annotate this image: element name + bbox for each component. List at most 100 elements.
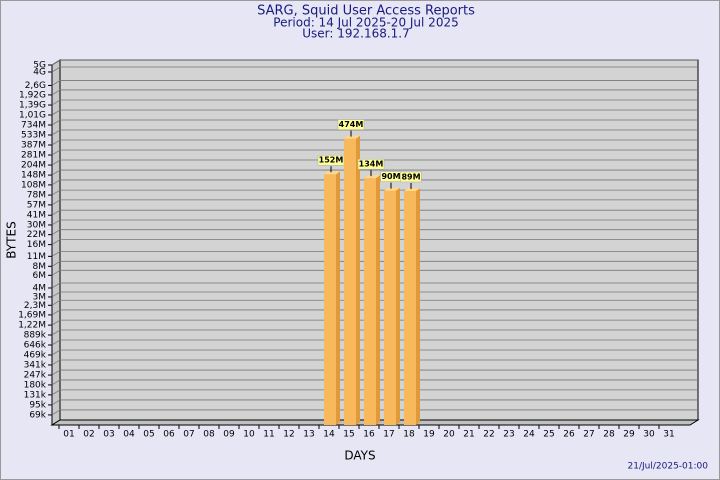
x-tick-label: 28 <box>603 430 615 440</box>
x-tick-label: 19 <box>423 430 435 440</box>
grid-line <box>51 359 698 366</box>
grid-line <box>51 59 698 66</box>
y-tick-label: 30M <box>27 220 46 230</box>
grid-line <box>51 149 698 156</box>
grid-line <box>51 189 698 196</box>
chart-subtitle: User: 192.168.1.7 <box>302 27 410 41</box>
bar <box>344 135 360 425</box>
y-tick-label: 204M <box>21 161 46 171</box>
y-tick-label: 281M <box>21 151 46 161</box>
bar-front <box>404 190 416 425</box>
y-tick-label: 1,22M <box>18 321 46 331</box>
grid-line <box>51 199 698 206</box>
y-tick-label: 533M <box>21 131 46 141</box>
x-tick-label: 05 <box>143 430 154 440</box>
bar <box>364 175 380 425</box>
y-tick-label: 247k <box>24 371 47 381</box>
bar <box>384 187 400 425</box>
grid-line <box>51 309 698 316</box>
grid-line <box>51 89 698 96</box>
y-axis-label: BYTES <box>5 221 19 258</box>
y-tick-label: 22M <box>27 230 46 240</box>
bar-side <box>356 135 360 425</box>
y-tick-label: 341k <box>24 360 47 370</box>
grid-line <box>51 129 698 136</box>
x-tick-label: 03 <box>103 430 114 440</box>
bar-side <box>376 175 380 425</box>
grid-line <box>51 219 698 226</box>
x-tick-label: 13 <box>303 430 314 440</box>
footnote: 21/Jul/2025-01:00 <box>628 462 709 472</box>
value-label: 152M <box>319 156 344 165</box>
y-tick-label: 148M <box>21 171 46 181</box>
x-tick-label: 14 <box>323 430 335 440</box>
grid-line <box>51 339 698 346</box>
x-tick-label: 16 <box>363 430 375 440</box>
y-tick-label: 1,69M <box>18 310 46 320</box>
y-tick-label: 131k <box>24 390 47 400</box>
x-tick-label: 24 <box>523 430 535 440</box>
x-tick-label: 08 <box>203 430 215 440</box>
y-tick-label: 41M <box>27 211 46 221</box>
x-tick-label: 26 <box>563 430 575 440</box>
grid-line <box>51 389 698 396</box>
x-tick-label: 22 <box>483 430 494 440</box>
y-tick-label: 78M <box>27 191 46 201</box>
y-tick-label: 646k <box>24 340 47 350</box>
y-tick-label: 108M <box>21 180 46 190</box>
x-tick-label: 07 <box>183 430 194 440</box>
bar-top <box>324 171 340 175</box>
y-tick-label: 4M <box>33 283 47 293</box>
x-tick-label: 11 <box>263 430 274 440</box>
y-tick-label: 1,01G <box>19 111 46 121</box>
grid-line <box>51 282 698 289</box>
grid-line <box>51 349 698 356</box>
grid-line <box>51 369 698 376</box>
y-tick-label: 69k <box>29 410 46 420</box>
bar-front <box>344 138 356 425</box>
grid-line <box>51 66 698 73</box>
bar-top <box>364 175 380 179</box>
grid-line <box>51 209 698 216</box>
x-tick-label: 02 <box>83 430 94 440</box>
value-label: 474M <box>339 120 364 129</box>
value-label-box <box>337 119 365 130</box>
grid-line <box>51 329 698 336</box>
x-tick-label: 10 <box>243 430 255 440</box>
value-label-box <box>400 171 422 183</box>
bar-side <box>396 187 400 425</box>
x-tick-label: 12 <box>283 430 294 440</box>
grid-line <box>51 80 698 86</box>
value-label-box <box>357 158 385 170</box>
y-tick-label: 180k <box>24 380 47 390</box>
y-tick-label: 5G <box>33 61 46 71</box>
grid-line <box>51 291 698 298</box>
y-tick-label: 4G <box>33 67 46 77</box>
x-tick-label: 04 <box>123 430 135 440</box>
y-tick-label: 387M <box>21 141 46 151</box>
bar <box>324 171 340 425</box>
grid-line <box>51 169 698 176</box>
y-tick-label: 889k <box>24 331 47 341</box>
y-tick-label: 2,6G <box>25 81 46 91</box>
y-tick-label: 3M <box>33 292 47 302</box>
x-axis-label: DAYS <box>344 449 375 463</box>
x-tick-label: 15 <box>343 430 354 440</box>
y-tick-label: 95k <box>29 400 46 410</box>
chart-subtitle: Period: 14 Jul 2025-20 Jul 2025 <box>273 16 458 30</box>
bar-top <box>384 187 400 191</box>
x-tick-label: 29 <box>623 430 635 440</box>
y-tick-label: 1,39G <box>19 101 46 111</box>
bar-front <box>324 174 336 425</box>
y-tick-label: 8M <box>33 262 47 272</box>
y-tick-label: 1,92G <box>19 90 46 100</box>
x-tick-label: 20 <box>443 430 455 440</box>
y-tick-label: 57M <box>27 200 46 210</box>
grid-line <box>51 109 698 116</box>
x-tick-label: 17 <box>383 430 394 440</box>
bar-top <box>404 187 420 191</box>
grid-line <box>51 139 698 146</box>
grid-line <box>51 229 698 236</box>
